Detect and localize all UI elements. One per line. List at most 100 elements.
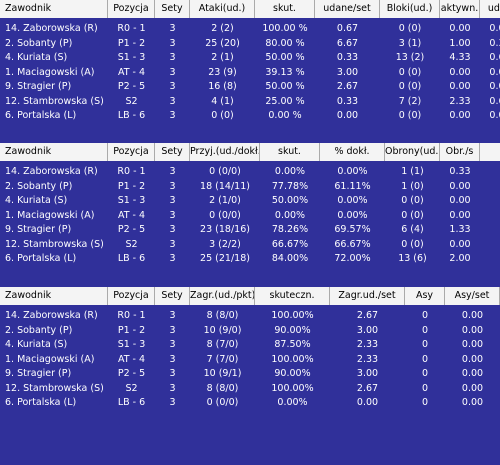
stat-cell: 0.00% xyxy=(277,397,308,408)
stat-cell: 1 (1) xyxy=(401,166,424,177)
stat-cell: 69.57% xyxy=(334,224,371,235)
player-name: 2. Sobanty (P) xyxy=(5,180,73,192)
stat-cell: 25 (21/18) xyxy=(200,253,250,264)
stat-cell: 0.00 xyxy=(449,23,471,34)
stat-cell: 84.00% xyxy=(271,253,309,264)
stat-cell: 0.00 xyxy=(461,368,484,379)
stat-cell: 3 xyxy=(169,195,176,206)
stat-cell: 0 (0) xyxy=(398,23,422,34)
column-header: skut. xyxy=(260,143,320,161)
column-header: Zawodnik xyxy=(0,287,108,305)
stat-cell: 8 (7/0) xyxy=(206,339,239,350)
stat-cell: 0.67 xyxy=(336,23,359,34)
table-header xyxy=(0,0,500,18)
player-name: 2. Sobanty (P) xyxy=(5,324,73,336)
stat-cell: 0.00 xyxy=(449,195,471,206)
player-name: 9. Stragier (P) xyxy=(5,224,72,235)
stat-cell: 2.00 xyxy=(449,253,471,264)
stat-cell: 0.00 xyxy=(461,397,484,408)
stat-cell: 10 (9/0) xyxy=(203,324,242,336)
stat-cell: 2 (2) xyxy=(211,23,234,34)
stat-cell: 13 (6) xyxy=(398,253,427,264)
player-name: 1. Maciagowski (A) xyxy=(5,66,95,78)
stat-cell: 6.67 xyxy=(336,37,359,49)
column-header: Pozycja xyxy=(108,287,155,305)
player-name: 6. Portalska (L) xyxy=(5,397,77,408)
stat-cell: S1 - 3 xyxy=(117,195,146,206)
stat-cell: 0 xyxy=(421,310,429,321)
stat-cell: 0.00 xyxy=(449,238,471,250)
player-name: 1. Maciagowski (A) xyxy=(5,209,95,221)
stat-cell: AT - 4 xyxy=(117,66,146,78)
stat-cell: AT - 4 xyxy=(117,353,146,365)
stat-cell: 7 (2) xyxy=(398,95,422,107)
stat-cell: 0.00 xyxy=(461,353,484,365)
stat-cell: 61.11% xyxy=(334,180,371,192)
stat-cell: 0 xyxy=(421,324,429,336)
stat-cell: 100.00% xyxy=(271,353,314,365)
stat-cell: R0 - 1 xyxy=(117,310,146,321)
stat-cell: 23 (18/16) xyxy=(200,224,250,235)
stat-cell: 66.67% xyxy=(271,238,309,250)
player-name: 4. Kuriata (S) xyxy=(5,52,68,63)
stat-cell: 2.33 xyxy=(356,339,379,350)
stat-cell: S2 xyxy=(125,382,138,394)
stat-cell: 3 xyxy=(169,238,176,250)
stat-cell: 3 (2/2) xyxy=(209,238,241,250)
stat-cell: 1.33 xyxy=(449,224,471,235)
stat-cell: 2.67 xyxy=(356,310,379,321)
stat-cell: 0.67 xyxy=(489,52,500,63)
column-header: Przyj.(ud./dokł.) xyxy=(190,143,260,161)
stat-cell: 80.00 % xyxy=(265,37,305,49)
stat-cell: 8 (8/0) xyxy=(206,382,239,394)
player-name: 1. Maciagowski (A) xyxy=(5,353,95,365)
stat-cell: 0.00 xyxy=(449,81,471,92)
stat-cell: P1 - 2 xyxy=(117,180,146,192)
stat-cell: 0.00% xyxy=(274,209,306,221)
stat-cell: 0 xyxy=(421,382,429,394)
stat-cell: 0.00 xyxy=(461,310,484,321)
stat-cell: 0 xyxy=(421,353,429,365)
stat-cell: 0.00 xyxy=(489,81,500,92)
stat-cell: 0 (0) xyxy=(398,110,422,121)
player-name: 14. Zaborowska (R) xyxy=(5,166,98,177)
stat-cell: P2 - 5 xyxy=(117,224,146,235)
stat-cell: 0 xyxy=(421,339,429,350)
stat-cell: 3 xyxy=(169,95,176,107)
stat-cell: LB - 6 xyxy=(117,397,146,408)
stat-cell: 3 xyxy=(169,324,176,336)
column-header: Ataki(ud.) xyxy=(190,0,255,18)
stat-cell: 25.00 % xyxy=(265,95,305,107)
column-header: Zawodnik xyxy=(0,143,108,161)
stat-cell: P2 - 5 xyxy=(117,368,146,379)
table-header xyxy=(0,287,500,305)
column-header: Sety xyxy=(155,0,190,18)
stat-cell: 66.67% xyxy=(334,238,371,250)
player-name: 6. Portalska (L) xyxy=(5,110,77,121)
stat-cell: P1 - 2 xyxy=(117,324,146,336)
stat-cell: 0.33 xyxy=(336,52,359,63)
column-header: Zagr.(ud./pkt) xyxy=(190,287,255,305)
stat-cell: 4.33 xyxy=(449,52,471,63)
table-header xyxy=(0,143,500,161)
stat-cell: 2.67 xyxy=(336,81,359,92)
player-name: 6. Portalska (L) xyxy=(5,253,77,264)
stat-cell: 23 (9) xyxy=(208,66,237,78)
player-name: 14. Zaborowska (R) xyxy=(5,310,98,321)
stat-cell: LB - 6 xyxy=(117,110,146,121)
stat-cell: 3.00 xyxy=(356,324,379,336)
stat-cell: 50.00% xyxy=(271,195,309,206)
stat-cell: LB - 6 xyxy=(117,253,146,264)
stat-cell: 0.00 xyxy=(461,324,484,336)
stat-cell: 100.00% xyxy=(271,310,314,321)
column-header: skut. xyxy=(255,0,315,18)
stat-cell: 3 xyxy=(169,253,176,264)
stat-cell: 7 (7/0) xyxy=(206,353,239,365)
stat-cell: 0.00 xyxy=(461,339,484,350)
stat-cell: 3.00 xyxy=(336,66,359,78)
stat-cell: 3 xyxy=(169,66,176,78)
column-header: Pozycja xyxy=(108,143,155,161)
stat-cell: 0.00 xyxy=(489,110,500,121)
stat-cell: 3 (1) xyxy=(398,37,422,49)
